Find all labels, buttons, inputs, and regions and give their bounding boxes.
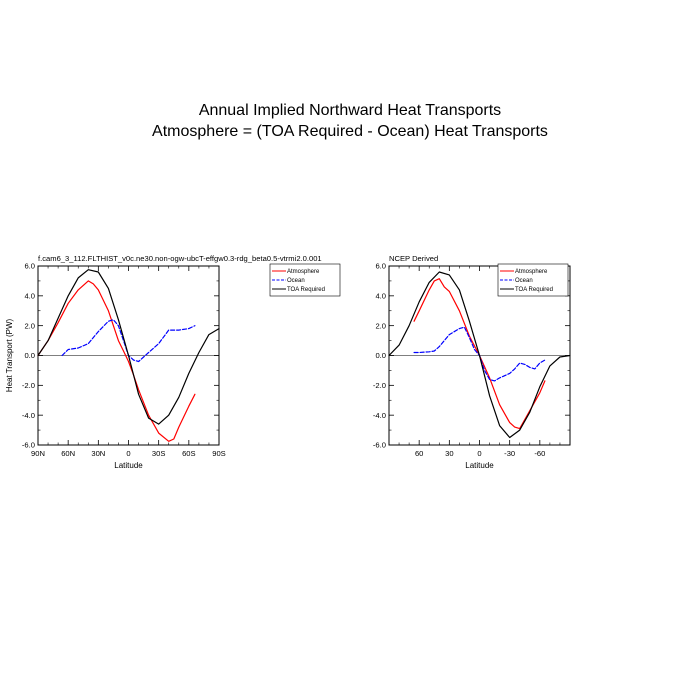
y-tick-label: -4.0 [22,411,35,420]
x-tick-label: 90N [31,449,45,458]
legend-entry-label: TOA Required [515,287,553,293]
y-tick-label: 0.0 [24,351,35,360]
y-tick-label: 2.0 [375,321,386,330]
y-axis-label: Heat Transport (PW) [5,318,14,392]
legend-entry-label: Ocean [515,278,533,284]
x-tick-label: 0 [477,449,481,458]
y-tick-label: 6.0 [24,262,35,271]
x-tick-label: 60N [61,449,75,458]
legend-entry-label: Atmosphere [287,269,320,275]
legend: Atmosphere Ocean TOA Required [269,263,341,297]
y-tick-label: 6.0 [375,262,386,271]
x-axis-label: Latitude [114,461,143,470]
series-line-ocean [413,326,546,382]
legend-entry-label: Atmosphere [515,269,548,275]
legend-entry-label: Ocean [287,278,305,284]
legend: Atmosphere Ocean TOA Required [497,263,569,297]
x-tick-label: 60S [182,449,196,458]
y-tick-label: -2.0 [22,381,35,390]
y-tick-label: -4.0 [373,411,386,420]
panel-title: NCEP Derived [389,254,438,263]
x-tick-label: 30 [445,449,453,458]
x-axis-label: Latitude [465,461,494,470]
x-tick-label: 90S [212,449,226,458]
series-line-toa-required [388,271,571,439]
x-tick-label: 0 [126,449,130,458]
chart-title-line-2: Atmosphere = (TOA Required - Ocean) Heat… [152,123,548,140]
series-line-atmosphere [37,280,196,442]
x-tick-label: -30 [504,449,515,458]
chart-title-line-1: Annual Implied Northward Heat Transports [198,102,502,119]
x-tick-label: 60 [415,449,423,458]
x-tick-label: 30S [152,449,166,458]
series-line-toa-required [37,269,220,425]
y-tick-label: -6.0 [373,441,386,450]
y-tick-label: 2.0 [24,321,35,330]
x-tick-label: -60 [534,449,545,458]
y-tick-label: 0.0 [375,351,386,360]
y-tick-label: 4.0 [24,292,35,301]
legend-entry-label: TOA Required [287,287,325,293]
y-tick-label: 4.0 [375,292,386,301]
panel-title: f.cam6_3_112.FLTHIST_v0c.ne30.non-ogw-ub… [38,254,322,263]
model-panel: f.cam6_3_112.FLTHIST_v0c.ne30.non-ogw-ub… [5,254,341,470]
y-tick-label: -6.0 [22,441,35,450]
x-tick-label: 30N [91,449,105,458]
y-tick-label: -2.0 [373,381,386,390]
